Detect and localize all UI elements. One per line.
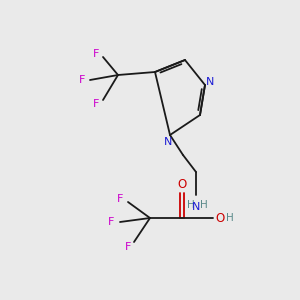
Text: O: O (177, 178, 187, 191)
Text: F: F (93, 99, 99, 109)
Text: H: H (187, 200, 195, 210)
Text: H: H (226, 213, 234, 223)
Text: N: N (192, 202, 200, 212)
Text: F: F (125, 242, 131, 252)
Text: N: N (206, 77, 214, 87)
Text: O: O (215, 212, 225, 224)
Text: F: F (79, 75, 85, 85)
Text: F: F (117, 194, 123, 204)
Text: F: F (93, 49, 99, 59)
Text: N: N (164, 137, 172, 147)
Text: F: F (108, 217, 114, 227)
Text: H: H (200, 200, 208, 210)
